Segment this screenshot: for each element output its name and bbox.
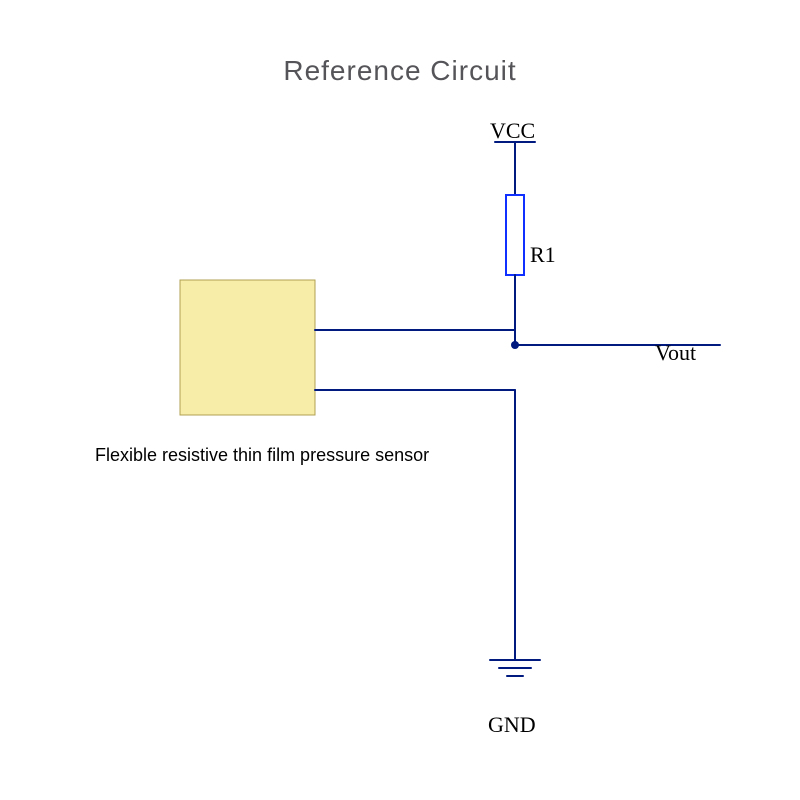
- vout-node: [511, 341, 519, 349]
- sensor-caption: Flexible resistive thin film pressure se…: [95, 445, 429, 466]
- pressure-sensor: [180, 280, 315, 415]
- circuit-schematic: [0, 0, 800, 800]
- r1-label: R1: [530, 242, 556, 268]
- vcc-label: VCC: [490, 118, 535, 144]
- resistor-r1: [506, 195, 524, 275]
- gnd-label: GND: [488, 712, 536, 738]
- vout-label: Vout: [655, 340, 696, 366]
